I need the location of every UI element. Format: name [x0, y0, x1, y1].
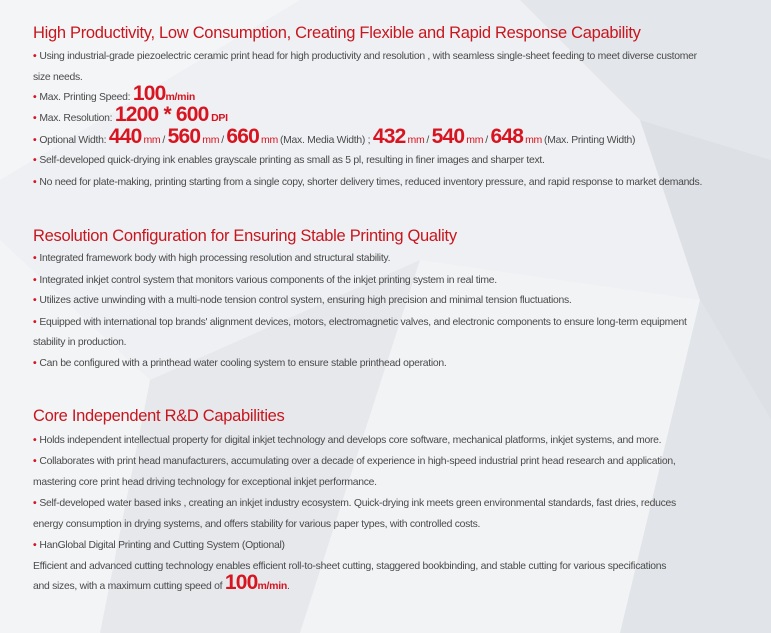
label: Max. Printing Speed: [39, 92, 131, 103]
bullet-icon: • [33, 135, 37, 146]
list-item-cont: energy consumption in drying systems, an… [33, 519, 481, 530]
paragraph-cutting-speed: and sizes, with a maximum cutting speed … [33, 572, 290, 594]
label: Optional Width: [39, 135, 107, 146]
list-item: • Holds independent intellectual property… [33, 434, 662, 448]
bullet-icon: • [33, 358, 37, 369]
text: Can be configured with a printhead water… [39, 358, 447, 369]
unit: mm [466, 134, 484, 146]
bullet-icon: • [33, 51, 37, 62]
unit: mm [143, 134, 161, 146]
bullet-icon: • [33, 498, 37, 509]
bullet-icon: • [33, 275, 37, 286]
sep: / [162, 135, 165, 146]
sep: / [485, 135, 488, 146]
list-item: • Collaborates with print head manufactur… [33, 455, 676, 469]
value: 100 [132, 82, 166, 105]
text: Equipped with international top brands' … [39, 317, 687, 328]
unit: mm [407, 134, 425, 146]
text: Utilizes active unwinding with a multi-n… [39, 295, 572, 306]
list-item-cont: stability in production. [33, 337, 127, 348]
list-item: • Equipped with international top brands'… [33, 316, 687, 330]
bullet-icon: • [33, 155, 37, 166]
section-title: Resolution Configuration for Ensuring St… [33, 227, 457, 245]
value: 660 [226, 125, 260, 148]
value: 432 [372, 125, 406, 148]
list-item: • Using industrial-grade piezoelectric ce… [33, 50, 697, 64]
label: Max. Resolution: [39, 113, 113, 124]
paragraph: Efficient and advanced cutting technolog… [33, 561, 667, 572]
text: Self-developed quick-drying ink enables … [39, 155, 545, 166]
spec-width: • Optional Width: 440 mm/ 560 mm/ 660 mm (Max… [33, 126, 636, 148]
value: 1200 * 600 [114, 103, 209, 126]
list-item-cont: size needs. [33, 72, 83, 83]
list-item: • Can be configured with a printhead wate… [33, 357, 447, 371]
bullet-icon: • [33, 253, 37, 264]
value: 540 [431, 125, 465, 148]
text: Integrated framework body with high proc… [39, 253, 391, 264]
list-item: • No need for plate-making, printing star… [33, 176, 702, 190]
bullet-icon: • [33, 113, 37, 124]
text: No need for plate-making, printing start… [39, 177, 703, 188]
unit: mm [202, 134, 220, 146]
unit: mm [261, 134, 278, 146]
note: (Max. Media Width) ; [279, 135, 371, 146]
sep: / [221, 135, 224, 146]
bullet-icon: • [33, 456, 37, 467]
text: Using industrial-grade piezoelectric cer… [39, 51, 697, 62]
text: Holds independent intellectual property … [39, 435, 662, 446]
list-item: • HanGlobal Digital Printing and Cutting … [33, 539, 285, 553]
section-title: Core Independent R&D Capabilities [33, 407, 285, 425]
text: and sizes, with a maximum cutting speed … [33, 581, 223, 592]
value: 560 [167, 125, 201, 148]
list-item: • Integrated framework body with high pro… [33, 252, 390, 266]
bullet-icon: • [33, 317, 37, 328]
period: . [287, 581, 290, 592]
text: Integrated inkjet control system that mo… [39, 275, 497, 286]
spec-speed: • Max. Printing Speed: 100m/min [33, 83, 195, 105]
bullet-icon: • [33, 92, 37, 103]
sep: / [426, 135, 430, 146]
list-item-cont: mastering core print head driving techno… [33, 477, 377, 488]
text: Self-developed water based inks , creati… [39, 498, 676, 509]
list-item: • Self-developed quick-drying ink enables… [33, 154, 545, 168]
spec-resolution: • Max. Resolution: 1200 * 600 DPI [33, 104, 228, 126]
list-item: • Utilizes active unwinding with a multi-… [33, 294, 572, 308]
value: 100 [224, 571, 258, 594]
text: HanGlobal Digital Printing and Cutting S… [39, 540, 285, 551]
value: 648 [490, 125, 524, 148]
list-item: • Self-developed water based inks , creat… [33, 497, 676, 511]
bullet-icon: • [33, 295, 37, 306]
section-title: High Productivity, Low Consumption, Crea… [33, 24, 641, 42]
text: Collaborates with print head manufacture… [39, 456, 676, 467]
value: 440 [108, 125, 142, 148]
bullet-icon: • [33, 435, 37, 446]
unit: mm [525, 134, 543, 146]
list-item: • Integrated inkjet control system that m… [33, 274, 497, 288]
note: (Max. Printing Width) [544, 135, 636, 146]
unit: m/min [257, 580, 287, 592]
unit: DPI [211, 112, 228, 124]
bullet-icon: • [33, 177, 37, 188]
unit: m/min [165, 91, 195, 103]
bullet-icon: • [33, 540, 37, 551]
